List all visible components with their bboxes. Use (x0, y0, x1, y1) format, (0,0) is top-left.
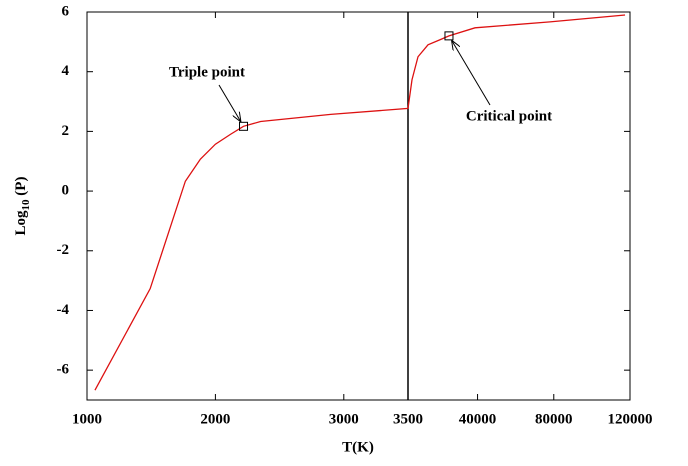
y-tick-label: -2 (57, 242, 70, 258)
y-tick-label: 4 (62, 63, 70, 79)
y-label-base: Log (13, 210, 29, 236)
marker-point (444, 31, 454, 41)
y-tick-label: -4 (57, 302, 70, 318)
x-axis-label: T(K) (342, 439, 374, 455)
y-tick-label: 0 (62, 183, 70, 199)
x-tick-label: 2000 (200, 411, 230, 427)
y-tick-label: 6 (62, 3, 70, 19)
x-tick-label: 3500 (393, 411, 423, 427)
y-tick-label: -6 (57, 362, 70, 378)
y-tick-label: 2 (62, 123, 70, 139)
x-tick-label: 1000 (72, 411, 102, 427)
x-tick-label: 40000 (459, 411, 497, 427)
x-tick-label: 3000 (329, 411, 359, 427)
x-tick-label: 80000 (535, 411, 573, 427)
y-axis-label: Log10 (P) (13, 177, 31, 236)
y-label-rest: (P) (13, 177, 29, 200)
annotation-text: Triple point (169, 64, 245, 80)
annotation-arrow (218, 84, 240, 121)
y-label-sub: 10 (20, 199, 32, 211)
marker-point (239, 121, 249, 131)
annotation-text: Critical point (466, 108, 552, 124)
annotation-arrow (452, 41, 491, 106)
x-tick-label: 120000 (608, 411, 653, 427)
plot-frame (86, 11, 631, 401)
